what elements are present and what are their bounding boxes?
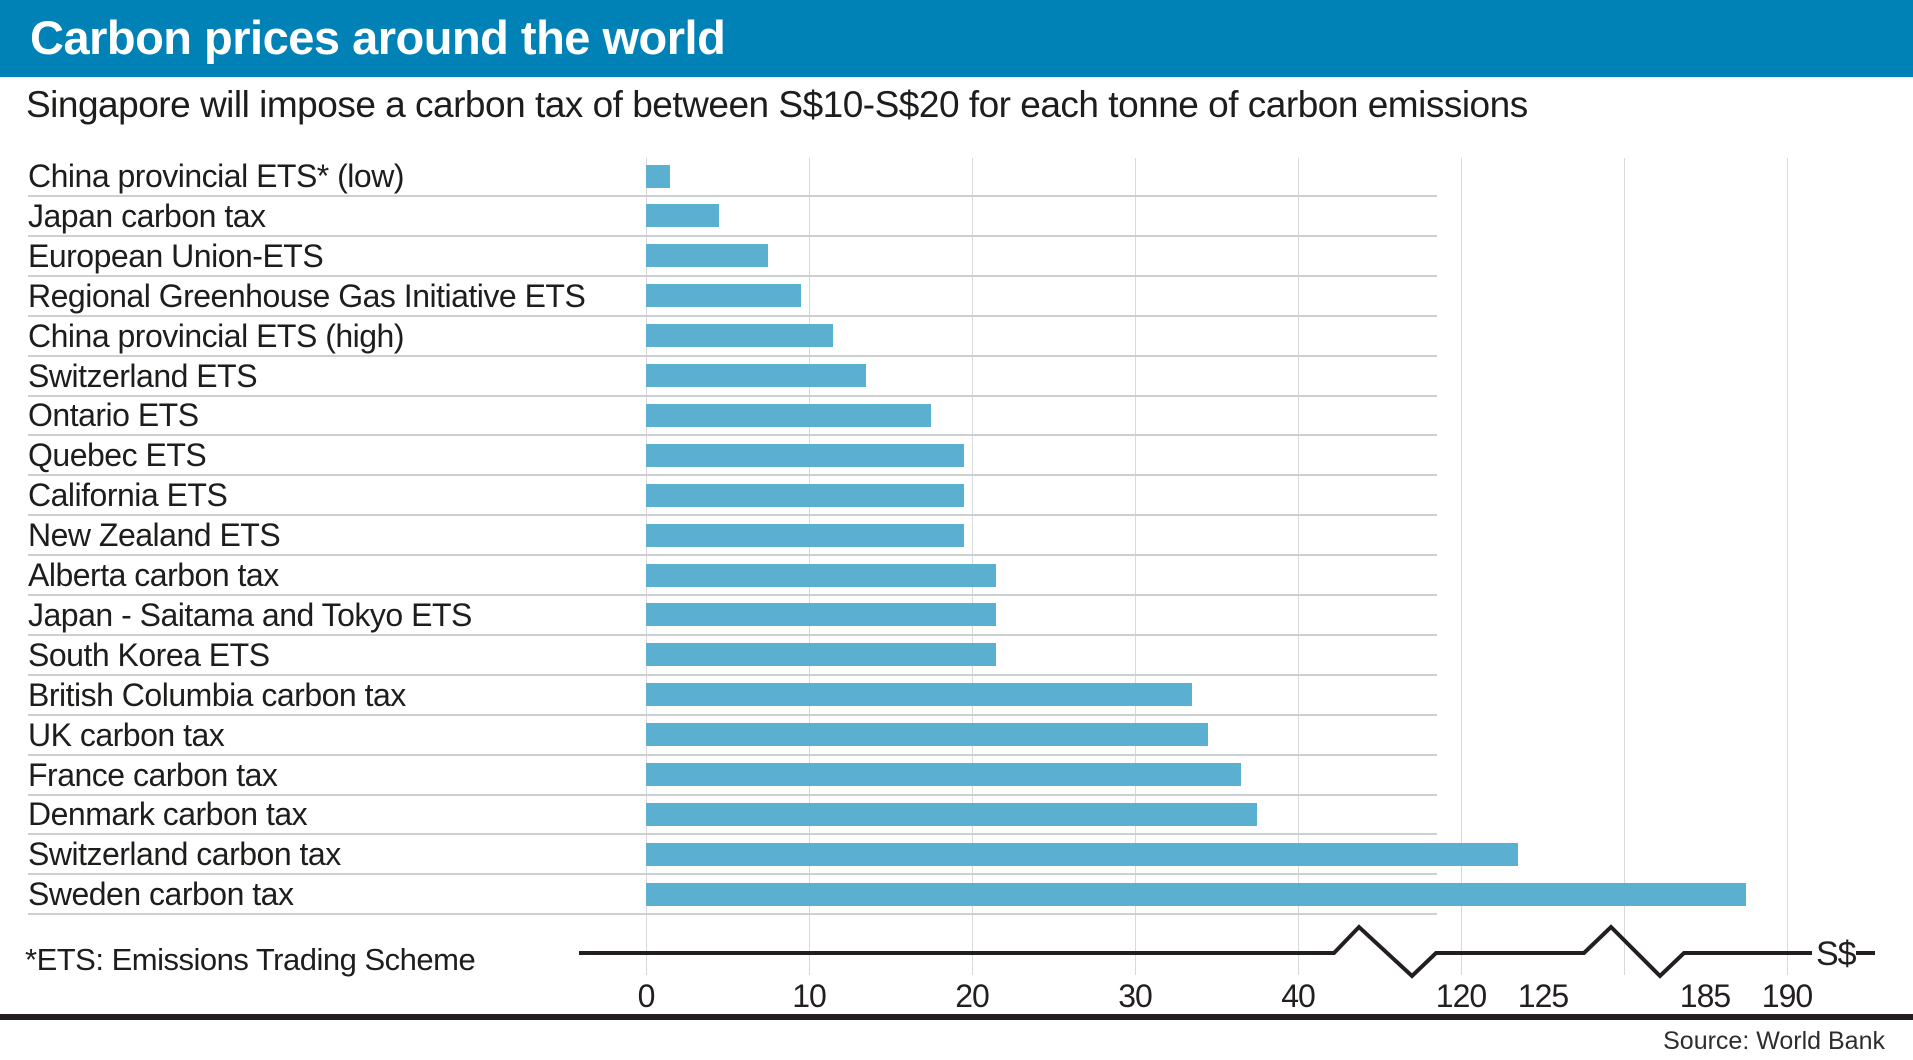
x-tick-label: 125: [1517, 978, 1569, 1014]
row-separator: [28, 195, 1437, 197]
gridline: [1787, 158, 1788, 975]
row-separator: [28, 753, 1437, 756]
bottom-rule: [0, 1014, 1913, 1020]
gridline: [1298, 158, 1299, 975]
row-separator: [28, 514, 1437, 517]
row-label: Switzerland carbon tax: [28, 836, 341, 873]
row-label: Sweden carbon tax: [28, 876, 294, 913]
row-label: California ETS: [28, 477, 228, 514]
bar: [646, 204, 720, 228]
chart-subtitle: Singapore will impose a carbon tax of be…: [26, 84, 1528, 125]
gridline: [1624, 158, 1625, 975]
bar: [646, 364, 867, 387]
row-separator: [28, 833, 1437, 836]
source-credit: Source: World Bank: [1663, 1027, 1885, 1055]
row-label: Japan - Saitama and Tokyo ETS: [28, 596, 472, 633]
x-tick-label: 40: [1281, 978, 1316, 1014]
bar: [646, 683, 1193, 707]
bar: [646, 284, 801, 308]
row-label: Ontario ETS: [28, 397, 199, 434]
row-label: France carbon tax: [28, 756, 278, 793]
row-separator: [28, 673, 1437, 676]
page-title: Carbon prices around the world: [30, 11, 726, 64]
row-separator: [28, 913, 1437, 916]
x-tick-label: 0: [637, 978, 656, 1014]
axis-unit-label: S$: [1816, 935, 1857, 973]
row-separator: [28, 713, 1437, 716]
row-label: Alberta carbon tax: [28, 557, 279, 593]
row-label: Japan carbon tax: [28, 197, 266, 234]
bar: [646, 244, 769, 268]
title-bar: Carbon prices around the world: [0, 0, 1913, 77]
row-separator: [28, 873, 1437, 876]
bar: [646, 324, 834, 348]
row-separator: [28, 554, 1437, 557]
row-separator: [28, 594, 1437, 596]
x-tick-label: 20: [955, 978, 990, 1014]
x-tick-label: 120: [1435, 978, 1487, 1014]
bar: [646, 164, 671, 188]
bar: [646, 643, 997, 667]
x-tick-label: 190: [1761, 978, 1813, 1014]
row-label: Quebec ETS: [28, 437, 207, 474]
row-separator: [28, 274, 1437, 277]
row-label: Denmark carbon tax: [28, 796, 308, 833]
row-label: South Korea ETS: [28, 636, 270, 673]
bar: [646, 882, 1746, 906]
gridline: [1461, 158, 1462, 975]
row-separator: [28, 434, 1437, 437]
bar: [646, 523, 964, 547]
row-label: European Union-ETS: [28, 237, 324, 274]
row-separator: [28, 633, 1437, 636]
row-label: UK carbon tax: [28, 716, 225, 753]
x-tick-label: 185: [1679, 978, 1731, 1014]
x-tick-label: 10: [792, 978, 827, 1014]
row-separator: [28, 793, 1437, 796]
bar: [646, 563, 997, 587]
gridline: [1135, 158, 1136, 975]
axis-line-with-break-marks: [579, 924, 1812, 979]
row-separator: [28, 394, 1437, 397]
row-label: British Columbia carbon tax: [28, 676, 406, 713]
bar: [646, 763, 1241, 786]
bar: [646, 443, 964, 467]
bar: [646, 403, 932, 427]
bar: [646, 723, 1209, 747]
row-label: China provincial ETS (high): [28, 317, 405, 354]
x-tick-label: 30: [1118, 978, 1153, 1014]
row-separator: [28, 474, 1437, 477]
row-separator: [28, 314, 1437, 317]
bar: [646, 603, 997, 627]
bar: [646, 802, 1258, 826]
row-label: New Zealand ETS: [28, 517, 281, 554]
row-label: Regional Greenhouse Gas Initiative ETS: [28, 277, 586, 314]
row-separator: [28, 234, 1437, 237]
bar: [646, 483, 964, 507]
row-separator: [28, 354, 1437, 357]
row-label: Switzerland ETS: [28, 357, 258, 394]
row-label: China provincial ETS* (low): [28, 158, 404, 194]
footnote: *ETS: Emissions Trading Scheme: [25, 942, 476, 977]
bar: [646, 842, 1519, 866]
